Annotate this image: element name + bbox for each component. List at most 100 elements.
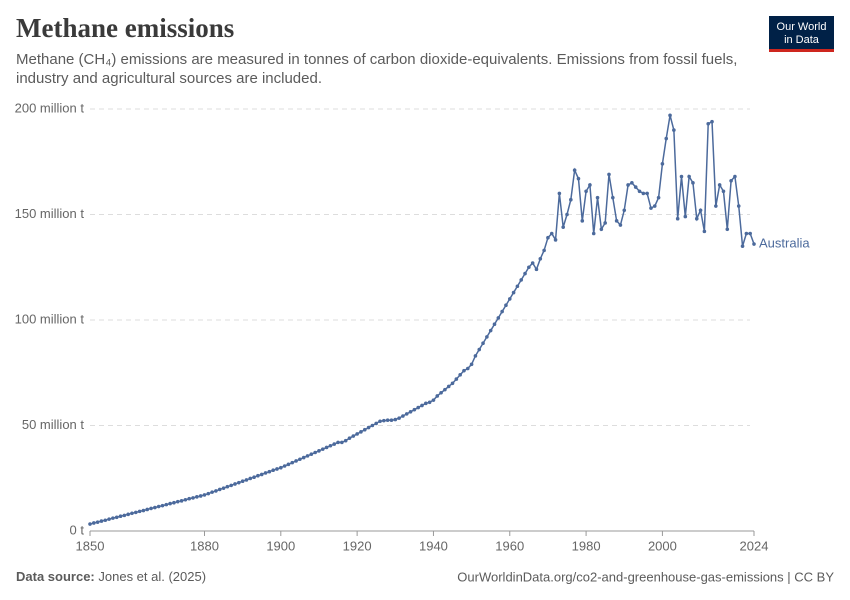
data-point [92,521,96,525]
data-point [622,208,627,213]
data-point [328,443,333,448]
data-point [672,128,676,132]
y-tick-label: 150 million t [15,206,85,221]
data-point [198,494,203,498]
data-point [748,231,752,236]
data-point [462,368,466,373]
data-point [668,113,672,118]
data-point [588,183,592,187]
data-point [431,398,436,402]
data-point [172,500,176,505]
data-point [660,162,665,166]
data-point [557,191,562,196]
data-point [149,506,153,511]
data-point [492,322,497,327]
data-point [282,464,287,468]
data-point [347,436,352,440]
data-point [313,450,317,455]
data-point [324,445,329,450]
data-point [393,417,398,422]
logo-box [769,16,834,52]
logo-bar [769,49,834,52]
data-point [729,178,733,183]
data-point [714,204,718,208]
data-point [725,227,730,232]
data-point [469,362,474,367]
data-point [397,416,401,420]
data-point [717,183,722,187]
data-point [424,401,428,406]
logo[interactable]: Our World in Data [769,16,834,52]
data-point [191,496,195,500]
data-point [706,121,711,126]
data-point [733,174,737,179]
data-point [530,261,535,265]
data-point [294,459,298,463]
data-point [527,265,531,270]
data-point [168,501,172,506]
data-point [206,491,211,496]
data-point [641,191,646,196]
data-point [416,405,420,410]
data-point [114,515,119,520]
data-point [633,185,638,189]
data-point [271,468,275,473]
data-point [99,519,104,523]
data-point [500,309,504,314]
y-tick-label: 0 t [70,522,85,537]
data-point [153,505,157,510]
logo-text: Our World [777,21,827,33]
source-text[interactable]: Jones et al. (2025) [98,569,206,584]
data-point [214,489,218,493]
data-point [279,465,283,470]
data-point [702,229,707,234]
y-tick-label: 200 million t [15,100,85,115]
data-point [298,457,302,462]
data-point [259,472,264,477]
data-point [519,278,524,282]
source-label: Data source: [16,569,95,584]
data-point [511,290,516,295]
data-point [542,248,546,253]
data-point [591,231,596,236]
data-point [576,176,581,181]
data-point [389,418,394,423]
data-point [473,354,478,358]
data-point [141,508,146,513]
footer-link[interactable]: OurWorldinData.org/co2-and-greenhouse-ga… [457,569,834,584]
data-point [740,244,745,248]
data-point [446,384,451,389]
data-point [111,516,115,520]
data-point [496,316,501,320]
logo-text: in Data [784,34,820,46]
data-point [301,455,306,460]
data-point [217,487,222,492]
data-point [88,522,92,526]
data-point [133,510,138,515]
chart-title: Methane emissions [16,13,234,43]
data-point [549,231,554,236]
data-point [652,204,657,208]
data-point [225,484,230,489]
data-point [343,438,348,443]
data-point [290,460,295,465]
data-point [122,513,127,518]
data-point [427,400,432,405]
data-point [408,409,413,414]
data-point [275,467,279,471]
data-point [183,497,188,502]
data-point [515,284,520,289]
data-point [164,502,169,507]
data-point [359,430,363,434]
data-point [435,394,440,398]
data-point [351,434,356,438]
data-point [130,511,134,516]
data-point [546,235,550,240]
data-point [649,206,653,210]
data-point [698,208,703,213]
data-point [237,480,241,485]
x-tick-label: 1850 [76,538,105,553]
data-point [252,475,256,479]
y-tick-label: 100 million t [15,311,85,326]
